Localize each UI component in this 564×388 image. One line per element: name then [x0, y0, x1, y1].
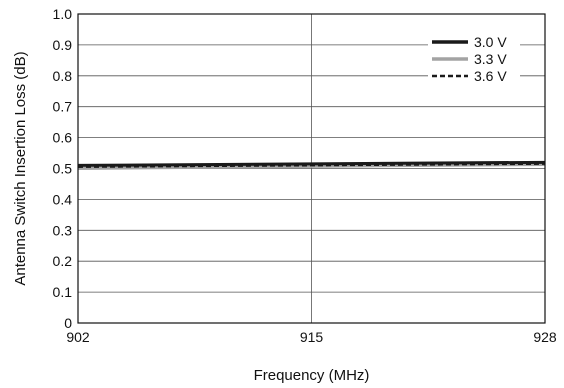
- y-tick-label: 0: [64, 315, 72, 331]
- tick-labels: 0 0.1 0.2 0.3 0.4 0.5 0.6 0.7 0.8 0.9 1.0 902 915 928: [53, 6, 557, 345]
- y-tick-label: 0.3: [53, 222, 73, 238]
- y-tick-label: 0.4: [53, 191, 73, 207]
- y-tick-label: 0.1: [53, 284, 73, 300]
- y-axis-title: Antenna Switch Insertion Loss (dB): [12, 51, 29, 285]
- series-lines: [77, 160, 546, 170]
- legend-bg: [428, 35, 520, 51]
- y-tick-label: 0.6: [53, 130, 73, 146]
- legend-bg: [428, 52, 520, 68]
- legend-bg: [428, 69, 520, 85]
- plot-frame: [77, 13, 546, 324]
- series-line: [77, 160, 546, 167]
- x-tick-label: 928: [533, 329, 557, 345]
- x-tick-label: 915: [300, 329, 324, 345]
- legend-label: 3.6 V: [474, 68, 507, 84]
- x-axis-title: Frequency (MHz): [254, 367, 370, 384]
- y-tick-label: 0.9: [53, 37, 73, 53]
- legend-label: 3.0 V: [474, 34, 507, 50]
- y-tick-label: 0.7: [53, 99, 73, 115]
- y-tick-label: 0.2: [53, 253, 73, 269]
- grid: [78, 14, 545, 323]
- x-tick-label: 902: [66, 329, 90, 345]
- y-tick-label: 0.5: [53, 161, 73, 177]
- y-tick-label: 0.8: [53, 68, 73, 84]
- series-line: [77, 162, 546, 168]
- legend-label: 3.3 V: [474, 51, 507, 67]
- legend: 3.0 V3.3 V3.6 V: [428, 34, 520, 85]
- y-tick-label: 1.0: [53, 6, 73, 22]
